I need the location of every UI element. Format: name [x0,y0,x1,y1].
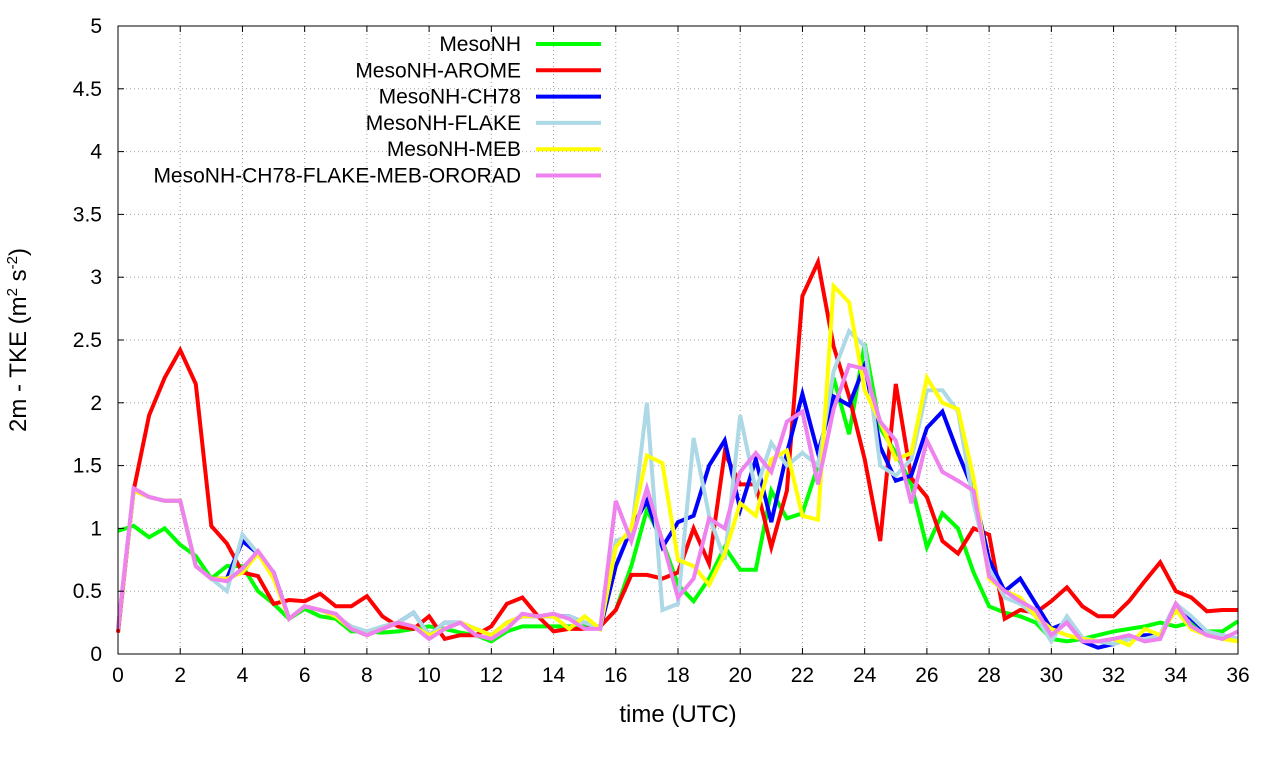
legend-label: MesoNH-AROME [355,59,521,82]
x-tick-label: 14 [542,664,566,687]
y-tick-label: 4.5 [73,78,102,101]
legend-label: MesoNH [439,33,521,56]
x-axis-title: time (UTC) [619,701,736,728]
y-axis-title-close: ) [5,248,32,256]
y-axis-title-exp1: 2 [4,288,21,296]
x-tick-label: 16 [604,664,627,687]
y-tick-label: 0 [90,643,102,666]
y-tick-label: 2.5 [73,329,102,352]
legend-label: MesoNH-CH78-FLAKE-MEB-ORORAD [153,165,521,188]
y-tick-label: 0.5 [73,580,102,603]
y-axis-title-exp2: -2 [4,256,21,269]
x-tick-label: 32 [1102,664,1125,687]
legend-label: MesoNH-CH78 [379,86,521,109]
axis-ticks: 0 2 4 6 8 10 12 14 16 18 20 22 24 26 28 30 32 34 3600.511.… [73,15,1250,687]
grid [118,26,1238,654]
x-tick-label: 26 [915,664,938,687]
series-line-mesonh-arome [116,255,1238,642]
y-tick-label: 3 [90,266,102,289]
legend-label: MesoNH-MEB [387,138,521,161]
y-tick-label: 2 [90,392,102,415]
x-tick-label: 12 [480,664,503,687]
x-tick-label: 8 [361,664,373,687]
x-tick-label: 2 [174,664,186,687]
y-tick-label: 3.5 [73,203,102,226]
series-line-mesonh-ch78-flake-meb-ororad [116,362,1239,644]
x-tick-label: 36 [1226,664,1249,687]
x-tick-label: 6 [299,664,311,687]
y-axis-title-main: 2m - TKE (m [5,296,32,432]
x-tick-label: 10 [417,664,440,687]
series-layer [116,255,1240,650]
y-tick-label: 4 [90,141,102,164]
x-tick-label: 4 [237,664,249,687]
x-tick-label: 28 [977,664,1000,687]
y-axis-title-unit: s [5,269,32,288]
legend: MesoNH MesoNH-AROME MesoNH-CH78 MesoNH-FLAK… [153,33,601,188]
y-tick-label: 5 [90,15,102,38]
x-tick-label: 18 [666,664,689,687]
legend-label: MesoNH-FLAKE [366,112,521,135]
y-tick-label: 1 [90,517,102,540]
x-tick-label: 0 [112,664,124,687]
y-axis-title: 2m - TKE (m2 s-2) [4,248,32,432]
x-tick-label: 34 [1164,664,1188,687]
y-tick-label: 1.5 [73,455,102,478]
x-tick-label: 24 [853,664,877,687]
x-tick-label: 22 [791,664,814,687]
x-tick-label: 20 [729,664,752,687]
x-tick-label: 30 [1040,664,1063,687]
